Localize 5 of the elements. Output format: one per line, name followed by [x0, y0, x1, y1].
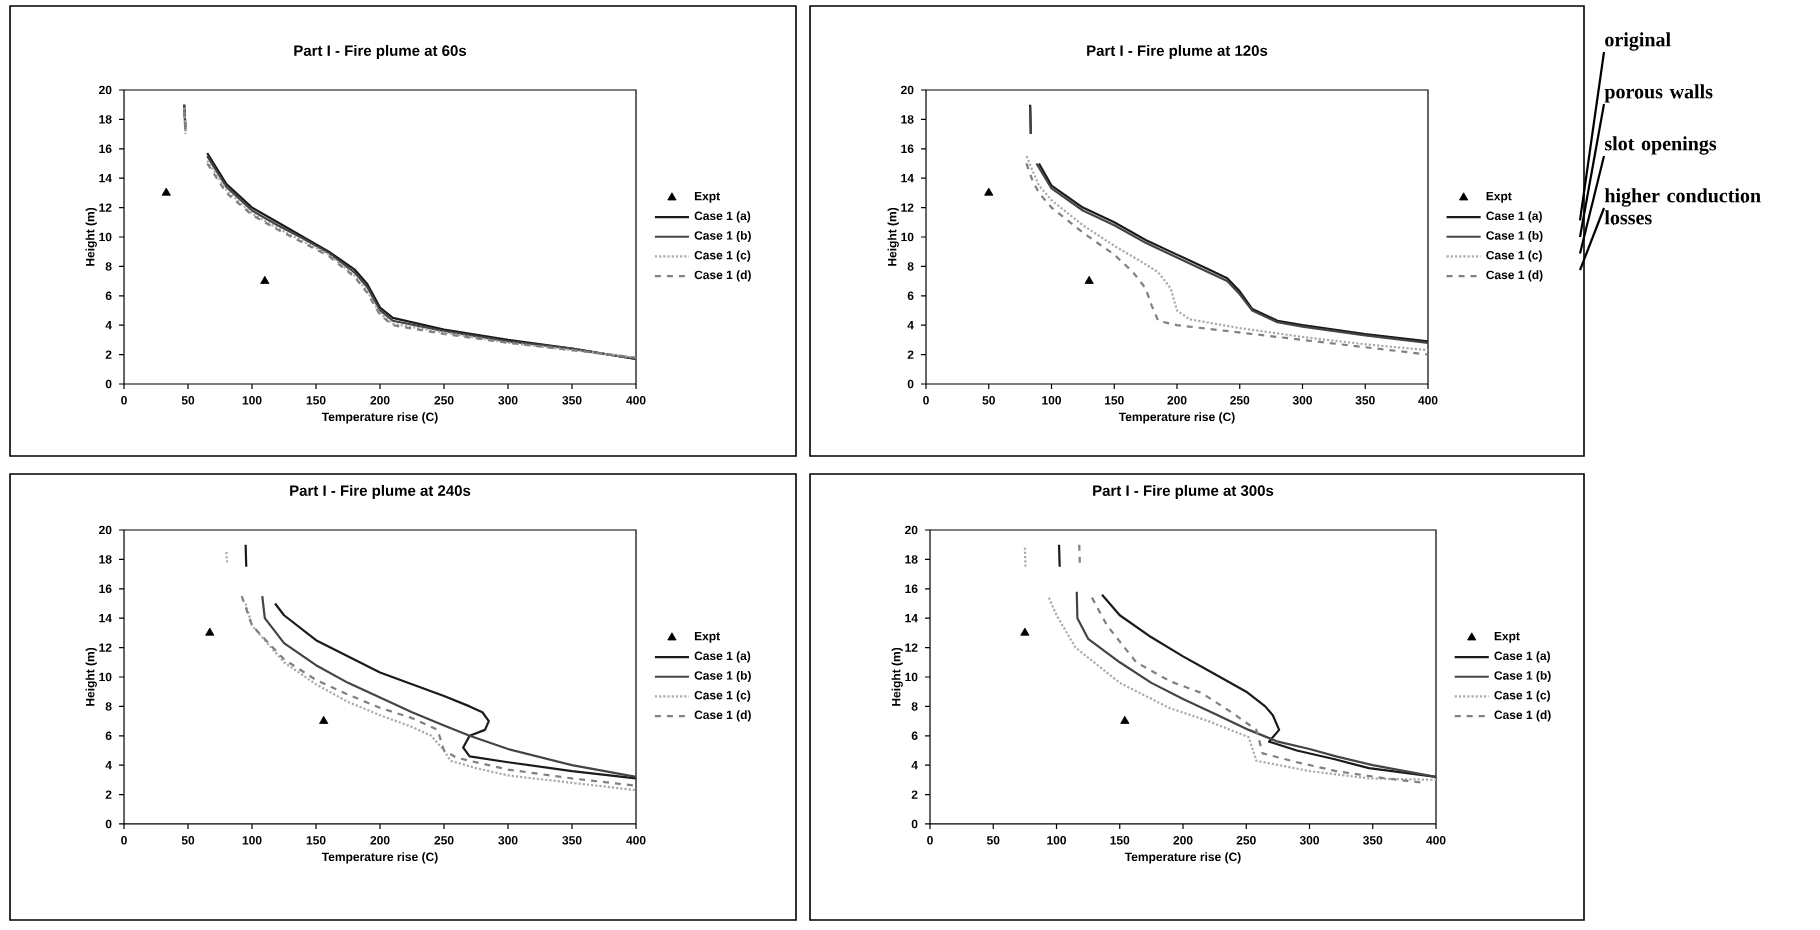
text: slot openings	[1605, 136, 1717, 155]
text: original	[1605, 32, 1671, 51]
line-series	[1075, 590, 1436, 779]
text: porous walls	[1604, 84, 1713, 103]
text: higher conduction losses	[1604, 188, 1761, 225]
